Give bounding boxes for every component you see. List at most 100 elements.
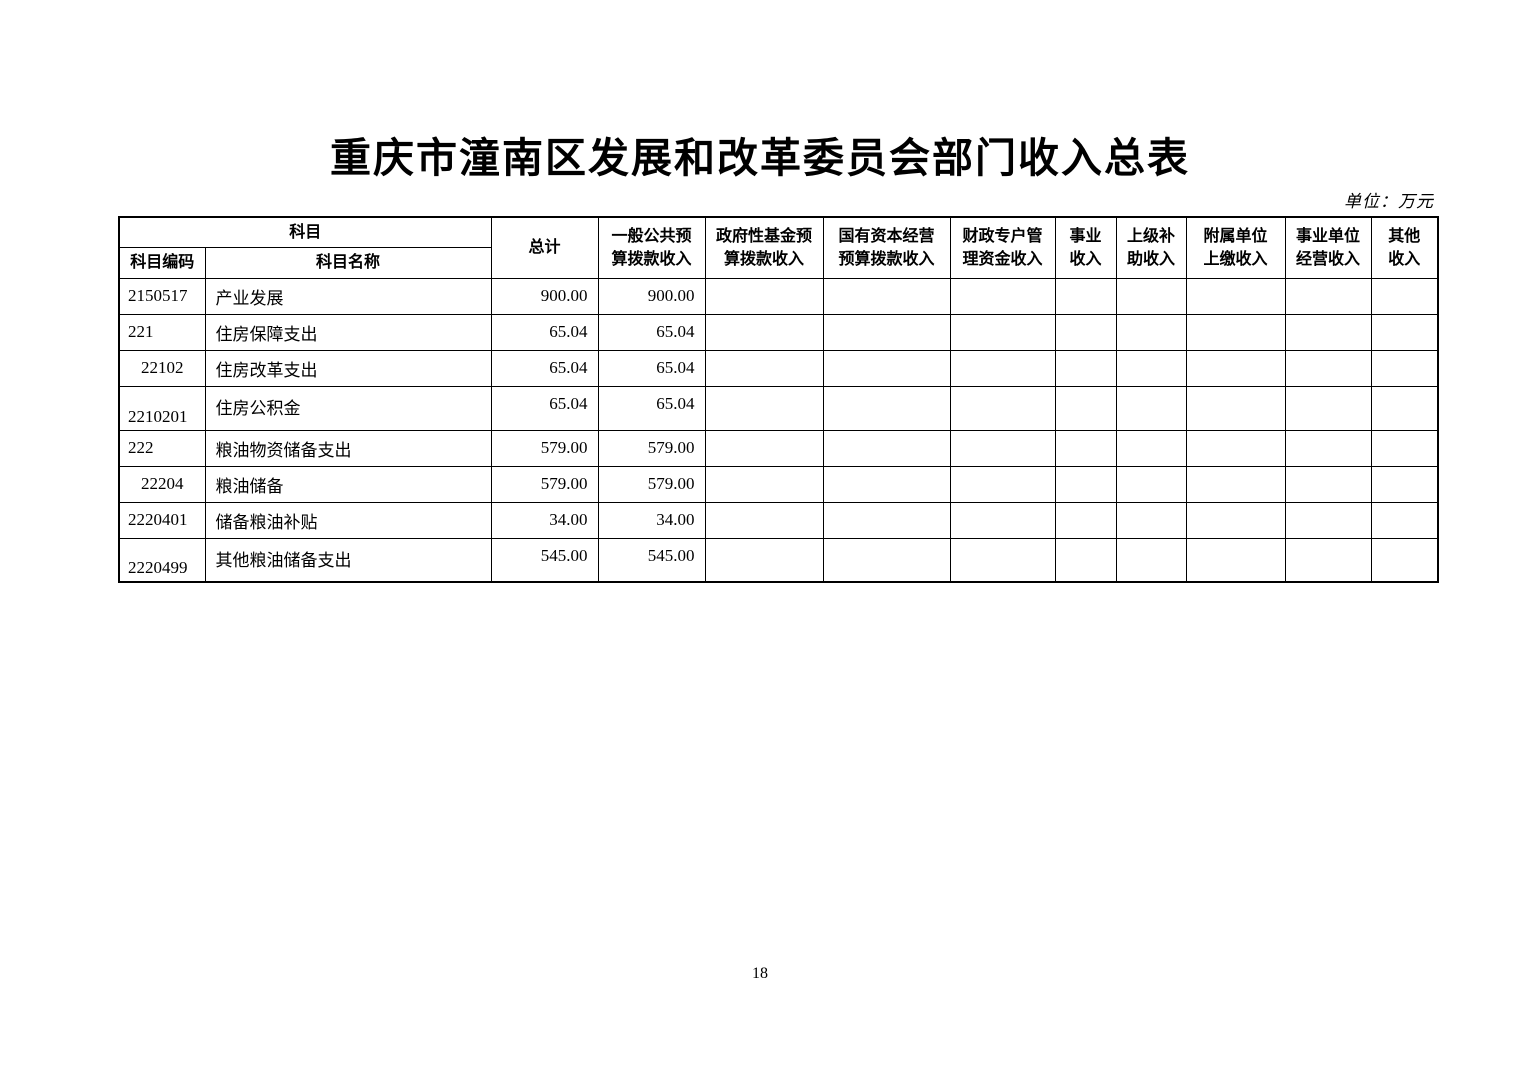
empty-value-cell [1284, 385, 1372, 431]
empty-value-cell [949, 313, 1056, 351]
value-cell: 545.00 [597, 537, 706, 583]
value-cell: 34.00 [597, 501, 706, 539]
empty-value-cell [1054, 277, 1117, 315]
empty-value-cell [1054, 429, 1117, 467]
subject-name-cell: 住房保障支出 [204, 313, 492, 351]
table-body: 2150517 产业发展 900.00 900.00 221 住房保障支出 65.04 65.… [118, 277, 1439, 583]
table-row: 22102 住房改革支出 65.04 65.04 [118, 349, 1439, 387]
subject-code-cell: 2220401 [118, 501, 206, 539]
empty-value-cell [949, 277, 1056, 315]
header-general-public-budget: 一般公共预 算拨款收入 [597, 216, 706, 279]
value-cell: 579.00 [490, 465, 599, 503]
empty-value-cell [1054, 501, 1117, 539]
subject-name-cell: 住房公积金 [204, 385, 492, 431]
empty-value-cell [949, 385, 1056, 431]
table-row: 222 粮油物资储备支出 579.00 579.00 [118, 429, 1439, 467]
empty-value-cell [822, 349, 951, 387]
page-number: 18 [752, 965, 768, 982]
header-row-1: 科目 总计 一般公共预 算拨款收入 政府性基金预 算拨款收入 国有资本经营 预算… [118, 216, 1439, 279]
empty-value-cell [949, 501, 1056, 539]
empty-value-cell [1115, 465, 1187, 503]
empty-value-cell [1185, 385, 1286, 431]
header-fiscal-special-account: 财政专户管 理资金收入 [949, 216, 1056, 279]
header-state-capital-budget: 国有资本经营 预算拨款收入 [822, 216, 951, 279]
empty-value-cell [1115, 429, 1187, 467]
empty-value-cell [822, 429, 951, 467]
empty-value-cell [704, 429, 824, 467]
empty-value-cell [1284, 429, 1372, 467]
subject-code-cell: 221 [118, 313, 206, 351]
empty-value-cell [1185, 537, 1286, 583]
empty-value-cell [1054, 349, 1117, 387]
empty-value-cell [704, 349, 824, 387]
empty-value-cell [1115, 501, 1187, 539]
header-govt-fund-budget: 政府性基金预 算拨款收入 [704, 216, 824, 279]
empty-value-cell [704, 277, 824, 315]
empty-value-cell [822, 537, 951, 583]
empty-value-cell [1054, 537, 1117, 583]
empty-value-cell [1284, 465, 1372, 503]
empty-value-cell [704, 501, 824, 539]
subject-name-cell: 粮油物资储备支出 [204, 429, 492, 467]
empty-value-cell [1054, 385, 1117, 431]
subject-code-cell: 22204 [118, 465, 206, 503]
value-cell: 65.04 [490, 313, 599, 351]
header-subject-name: 科目名称 [204, 246, 492, 279]
empty-value-cell [1284, 277, 1372, 315]
value-cell: 900.00 [597, 277, 706, 315]
value-cell: 65.04 [490, 349, 599, 387]
empty-value-cell [1115, 385, 1187, 431]
empty-value-cell [1284, 501, 1372, 539]
empty-value-cell [949, 349, 1056, 387]
empty-value-cell [822, 277, 951, 315]
header-subject-code: 科目编码 [118, 246, 206, 279]
header-other-income: 其他 收入 [1370, 216, 1439, 279]
empty-value-cell [1185, 465, 1286, 503]
subject-code-cell: 2210201 [118, 385, 206, 431]
empty-value-cell [1054, 313, 1117, 351]
value-cell: 65.04 [597, 385, 706, 431]
table-row: 221 住房保障支出 65.04 65.04 [118, 313, 1439, 351]
page-title: 重庆市潼南区发展和改革委员会部门收入总表 [330, 135, 1190, 181]
value-cell: 579.00 [597, 429, 706, 467]
header-affiliated-unit-payment: 附属单位 上缴收入 [1185, 216, 1286, 279]
subject-name-cell: 粮油储备 [204, 465, 492, 503]
subject-code-cell: 2150517 [118, 277, 206, 315]
empty-value-cell [1370, 429, 1439, 467]
empty-value-cell [1370, 465, 1439, 503]
value-cell: 545.00 [490, 537, 599, 583]
value-cell: 65.04 [597, 313, 706, 351]
empty-value-cell [1284, 313, 1372, 351]
empty-value-cell [949, 465, 1056, 503]
empty-value-cell [822, 385, 951, 431]
empty-value-cell [704, 537, 824, 583]
table-row: 2210201 住房公积金 65.04 65.04 [118, 385, 1439, 431]
value-cell: 65.04 [490, 385, 599, 431]
empty-value-cell [1115, 349, 1187, 387]
empty-value-cell [1185, 501, 1286, 539]
empty-value-cell [1370, 537, 1439, 583]
empty-value-cell [1284, 537, 1372, 583]
table-row: 2220401 储备粮油补贴 34.00 34.00 [118, 501, 1439, 539]
empty-value-cell [1115, 313, 1187, 351]
value-cell: 34.00 [490, 501, 599, 539]
value-cell: 579.00 [597, 465, 706, 503]
empty-value-cell [1370, 313, 1439, 351]
subject-code-cell: 2220499 [118, 537, 206, 583]
empty-value-cell [822, 313, 951, 351]
header-institution-operating: 事业单位 经营收入 [1284, 216, 1372, 279]
table-row: 22204 粮油储备 579.00 579.00 [118, 465, 1439, 503]
empty-value-cell [1370, 501, 1439, 539]
subject-name-cell: 其他粮油储备支出 [204, 537, 492, 583]
empty-value-cell [1054, 465, 1117, 503]
value-cell: 579.00 [490, 429, 599, 467]
value-cell: 900.00 [490, 277, 599, 315]
value-cell: 65.04 [597, 349, 706, 387]
empty-value-cell [1370, 385, 1439, 431]
empty-value-cell [822, 465, 951, 503]
subject-code-cell: 222 [118, 429, 206, 467]
subject-name-cell: 储备粮油补贴 [204, 501, 492, 539]
subject-code-cell: 22102 [118, 349, 206, 387]
table-row: 2150517 产业发展 900.00 900.00 [118, 277, 1439, 315]
header-institution-income: 事业 收入 [1054, 216, 1117, 279]
